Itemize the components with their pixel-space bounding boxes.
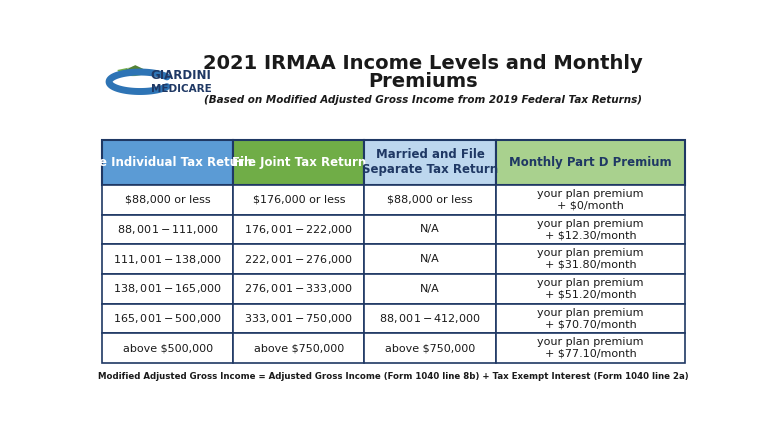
Bar bbox=[495, 185, 685, 215]
Bar bbox=[233, 244, 365, 274]
Text: $276,001 - $333,000: $276,001 - $333,000 bbox=[244, 282, 353, 295]
Bar bbox=[365, 215, 495, 244]
Bar bbox=[102, 333, 233, 363]
Text: $88,001 - $412,000: $88,001 - $412,000 bbox=[379, 312, 481, 325]
Text: File Individual Tax Return: File Individual Tax Return bbox=[83, 156, 252, 169]
Bar bbox=[233, 185, 365, 215]
Bar bbox=[495, 215, 685, 244]
Text: your plan premium
+ $77.10/month: your plan premium + $77.10/month bbox=[537, 337, 644, 359]
Text: N/A: N/A bbox=[420, 224, 440, 235]
Text: $333,001 - $750,000: $333,001 - $750,000 bbox=[244, 312, 353, 325]
Text: above $750,000: above $750,000 bbox=[253, 343, 344, 353]
Text: $165,001 - $500,000: $165,001 - $500,000 bbox=[113, 312, 222, 325]
Text: File Joint Tax Return: File Joint Tax Return bbox=[232, 156, 366, 169]
Text: above $500,000: above $500,000 bbox=[123, 343, 213, 353]
Text: your plan premium
+ $31.80/month: your plan premium + $31.80/month bbox=[537, 248, 644, 270]
Text: $88,000 or less: $88,000 or less bbox=[387, 195, 473, 205]
Bar bbox=[233, 304, 365, 333]
Wedge shape bbox=[125, 65, 145, 73]
Bar bbox=[495, 140, 685, 185]
Bar bbox=[365, 333, 495, 363]
Bar bbox=[233, 140, 365, 185]
Wedge shape bbox=[118, 67, 148, 76]
Text: (Based on Modified Adjusted Gross Income from 2019 Federal Tax Returns): (Based on Modified Adjusted Gross Income… bbox=[204, 95, 642, 105]
Text: $88,000 or less: $88,000 or less bbox=[124, 195, 210, 205]
Text: $111,001 - $138,000: $111,001 - $138,000 bbox=[113, 253, 222, 266]
Bar bbox=[102, 185, 233, 215]
Bar bbox=[102, 304, 233, 333]
Text: Premiums: Premiums bbox=[369, 72, 478, 91]
Bar bbox=[102, 274, 233, 304]
Bar bbox=[365, 244, 495, 274]
Bar bbox=[365, 140, 495, 185]
Text: N/A: N/A bbox=[420, 254, 440, 264]
Text: N/A: N/A bbox=[420, 284, 440, 294]
Bar bbox=[233, 215, 365, 244]
Text: your plan premium
+ $0/month: your plan premium + $0/month bbox=[537, 189, 644, 210]
Text: above $750,000: above $750,000 bbox=[385, 343, 475, 353]
Text: $176,000 or less: $176,000 or less bbox=[253, 195, 345, 205]
Bar bbox=[102, 244, 233, 274]
Text: your plan premium
+ $70.70/month: your plan premium + $70.70/month bbox=[537, 308, 644, 329]
Text: $88,001 - $111,000: $88,001 - $111,000 bbox=[117, 223, 219, 236]
Bar bbox=[102, 140, 233, 185]
Text: GIARDINI: GIARDINI bbox=[151, 69, 212, 82]
Text: $138,001 - $165,000: $138,001 - $165,000 bbox=[113, 282, 222, 295]
Text: 2021 IRMAA Income Levels and Monthly: 2021 IRMAA Income Levels and Monthly bbox=[204, 54, 644, 73]
Bar bbox=[233, 333, 365, 363]
Bar bbox=[233, 274, 365, 304]
Text: Married and File
Separate Tax Return: Married and File Separate Tax Return bbox=[362, 149, 498, 176]
Text: $176,001 - $222,000: $176,001 - $222,000 bbox=[244, 223, 353, 236]
Text: MEDICARE: MEDICARE bbox=[151, 84, 211, 95]
Wedge shape bbox=[127, 66, 147, 72]
Text: Modified Adjusted Gross Income = Adjusted Gross Income (Form 1040 line 8b) + Tax: Modified Adjusted Gross Income = Adjuste… bbox=[98, 372, 689, 381]
Bar bbox=[495, 274, 685, 304]
Bar bbox=[102, 215, 233, 244]
Bar bbox=[365, 304, 495, 333]
Bar bbox=[495, 304, 685, 333]
Bar bbox=[495, 333, 685, 363]
Bar bbox=[365, 274, 495, 304]
Text: $222,001 - $276,000: $222,001 - $276,000 bbox=[244, 253, 353, 266]
Bar bbox=[365, 185, 495, 215]
Bar bbox=[495, 244, 685, 274]
Text: your plan premium
+ $12.30/month: your plan premium + $12.30/month bbox=[537, 219, 644, 240]
Text: your plan premium
+ $51.20/month: your plan premium + $51.20/month bbox=[537, 278, 644, 299]
Text: Monthly Part D Premium: Monthly Part D Premium bbox=[509, 156, 672, 169]
